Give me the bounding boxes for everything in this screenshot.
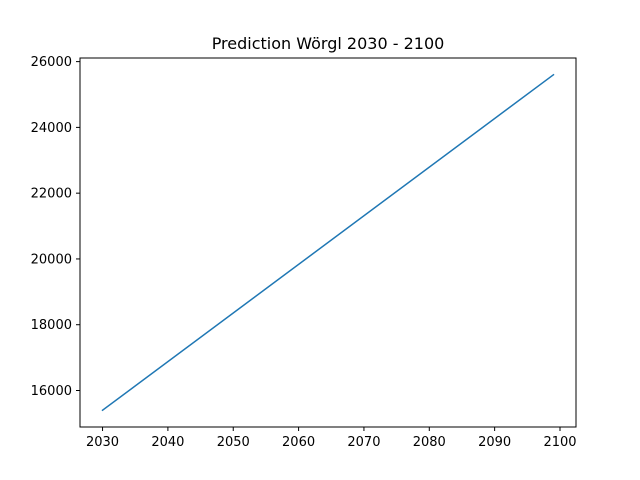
x-tick-label: 2080 (413, 435, 446, 450)
x-tick-label: 2050 (217, 435, 250, 450)
y-tick-label: 18000 (31, 318, 72, 333)
plot-frame (79, 57, 577, 428)
x-tick-label: 2060 (282, 435, 315, 450)
x-tick-label: 2100 (543, 435, 576, 450)
x-tick-label: 2070 (347, 435, 380, 450)
x-tick-label: 2090 (478, 435, 511, 450)
plot-area (101, 73, 555, 412)
y-tick-label: 26000 (31, 55, 72, 70)
axes: 2030 2040 2050 2060 2070 2080 2090 2100 16000 180… (31, 55, 577, 450)
chart-title: Prediction Wörgl 2030 - 2100 (212, 34, 445, 53)
y-tick-label: 16000 (31, 384, 72, 399)
y-tick-label: 20000 (31, 252, 72, 267)
series-line-0 (101, 73, 555, 412)
y-tick-label: 24000 (31, 121, 72, 136)
y-tick-label: 22000 (31, 187, 72, 202)
x-tick-label: 2030 (86, 435, 119, 450)
x-tick-label: 2040 (151, 435, 184, 450)
